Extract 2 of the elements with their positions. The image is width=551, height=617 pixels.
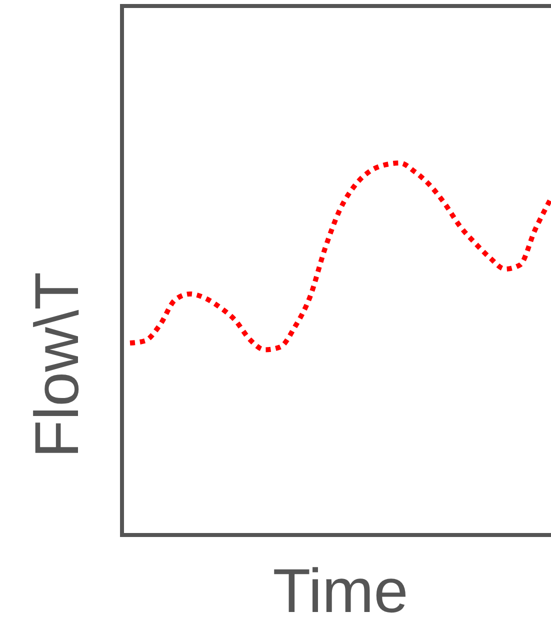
y-axis-title: Flow\T: [23, 272, 92, 458]
x-axis-title: Time: [272, 557, 408, 617]
